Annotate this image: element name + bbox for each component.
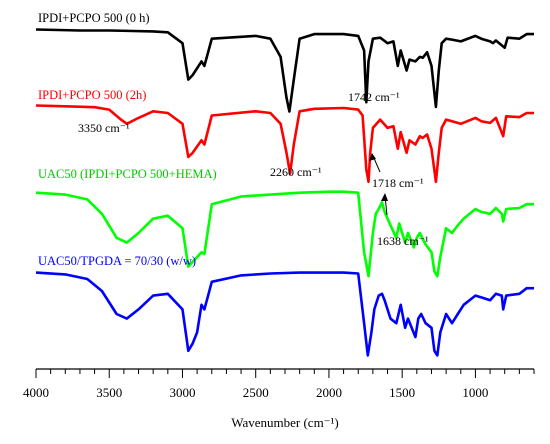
series-labels: IPDI+PCPO 500 (0 h) IPDI+PCPO 500 (2h) U… — [38, 11, 217, 268]
x-tick-label: 2000 — [316, 385, 342, 400]
series-line-2 — [35, 190, 534, 278]
annotation-1742: 1742 cm⁻¹ — [348, 90, 400, 104]
series-label-uac50-tpgda: UAC50/TPGDA = 70/30 (w/w) — [38, 254, 196, 268]
x-tick-label: 1000 — [462, 385, 488, 400]
peak-annotations: 1742 cm⁻¹ 3350 cm⁻¹ 2260 cm⁻¹ 1718 cm⁻¹ … — [78, 90, 429, 248]
x-axis: 4000 3500 3000 2500 2000 1500 1000 — [23, 368, 535, 400]
series-line-3 — [35, 271, 534, 357]
series-layer — [35, 28, 534, 357]
annotation-2260: 2260 cm⁻¹ — [270, 165, 322, 179]
x-axis-title: Wavenumber (cm⁻¹) — [231, 415, 339, 430]
x-tick-label: 4000 — [23, 385, 49, 400]
series-line-0 — [35, 28, 534, 113]
annotation-1718-arrowhead — [369, 153, 376, 161]
series-label-2h: IPDI+PCPO 500 (2h) — [38, 88, 146, 102]
x-tick-label: 3500 — [96, 385, 122, 400]
series-label-uac50: UAC50 (IPDI+PCPO 500+HEMA) — [38, 167, 217, 181]
annotation-1638: 1638 cm⁻¹ — [377, 234, 429, 248]
annotation-1718: 1718 cm⁻¹ — [372, 176, 424, 190]
x-tick-label: 2500 — [243, 385, 269, 400]
series-line-1 — [35, 104, 534, 184]
annotation-1638-arrowhead — [381, 193, 388, 201]
x-tick-label: 3000 — [169, 385, 195, 400]
series-label-0h: IPDI+PCPO 500 (0 h) — [38, 11, 150, 25]
annotation-3350: 3350 cm⁻¹ — [78, 121, 130, 135]
x-tick-label: 1500 — [389, 385, 415, 400]
